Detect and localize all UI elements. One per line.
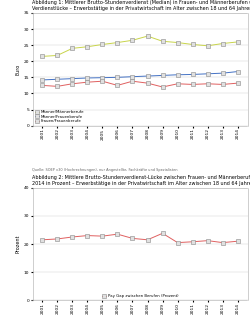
Pay Gap zwischen Berufen (Prozent) (101, 234, 104, 238)
Pay Gap zwischen Berufen (Prozent) (146, 238, 149, 242)
Männer/Männerberufe (56, 54, 59, 57)
Pay Gap zwischen Berufen (Prozent) (206, 239, 209, 243)
Frauen/Frauenberufe (221, 82, 224, 86)
Pay Gap zwischen Berufen (Prozent) (191, 240, 194, 244)
Pay Gap zwischen Berufen (Prozent) (86, 234, 89, 237)
Männer/Männerberufe (101, 43, 104, 47)
Männer/Männerberufe (161, 39, 164, 43)
Frauen/Frauenberufe (86, 80, 89, 84)
Pay Gap zwischen Berufen (Prozent) (176, 241, 179, 245)
Männer/Männerberufe (206, 44, 209, 48)
Pay Gap zwischen Berufen (Prozent) (131, 236, 134, 240)
Männer/Frauenberufe (71, 77, 74, 80)
Männer/Männerberufe (41, 55, 44, 58)
Männer/Männerberufe (71, 47, 74, 50)
Pay Gap zwischen Berufen (Prozent) (41, 238, 44, 242)
Legend: Männer/Männerberufe, Männer/Frauenberufe, Frauen/Frauenberufe: Männer/Männerberufe, Männer/Frauenberufe… (34, 110, 85, 124)
Männer/Männerberufe (146, 34, 149, 38)
Männer/Frauenberufe (116, 75, 119, 79)
Männer/Frauenberufe (161, 73, 164, 77)
Männer/Männerberufe (116, 41, 119, 45)
Männer/Frauenberufe (236, 69, 239, 73)
Männer/Frauenberufe (86, 76, 89, 80)
Männer/Männerberufe (176, 41, 179, 45)
Pay Gap zwischen Berufen (Prozent) (56, 237, 59, 241)
Text: Quelle: SOEP v30 (Hochrechnungen), nur Angestellte, Fachkräfte und Spezialisten: Quelle: SOEP v30 (Hochrechnungen), nur A… (32, 169, 178, 172)
Männer/Frauenberufe (56, 77, 59, 81)
Line: Pay Gap zwischen Berufen (Prozent): Pay Gap zwischen Berufen (Prozent) (40, 232, 239, 245)
Männer/Frauenberufe (41, 78, 44, 82)
Männer/Frauenberufe (191, 72, 194, 76)
Pay Gap zwischen Berufen (Prozent) (221, 241, 224, 245)
Frauen/Frauenberufe (176, 82, 179, 86)
Frauen/Frauenberufe (236, 81, 239, 85)
Pay Gap zwischen Berufen (Prozent) (116, 232, 119, 236)
Frauen/Frauenberufe (71, 82, 74, 86)
Frauen/Frauenberufe (131, 79, 134, 83)
Frauen/Frauenberufe (206, 82, 209, 86)
Pay Gap zwischen Berufen (Prozent) (236, 239, 239, 243)
Text: Abbildung 1: Mittlerer Brutto-Stundenverdienst (Median) in Frauen- und Männerber: Abbildung 1: Mittlerer Brutto-Stundenver… (32, 0, 250, 11)
Pay Gap zwischen Berufen (Prozent) (161, 231, 164, 235)
Line: Frauen/Frauenberufe: Frauen/Frauenberufe (40, 79, 239, 89)
Frauen/Frauenberufe (161, 85, 164, 89)
Männer/Männerberufe (86, 45, 89, 49)
Pay Gap zwischen Berufen (Prozent) (71, 235, 74, 239)
Frauen/Frauenberufe (56, 84, 59, 88)
Männer/Frauenberufe (221, 71, 224, 75)
Y-axis label: Prozent: Prozent (16, 235, 21, 253)
Männer/Frauenberufe (176, 73, 179, 77)
Frauen/Frauenberufe (191, 82, 194, 86)
Männer/Frauenberufe (101, 76, 104, 79)
Frauen/Frauenberufe (101, 79, 104, 83)
Frauen/Frauenberufe (41, 83, 44, 87)
Männer/Männerberufe (131, 38, 134, 42)
Männer/Männerberufe (236, 40, 239, 44)
Männer/Frauenberufe (206, 72, 209, 76)
Frauen/Frauenberufe (146, 81, 149, 85)
Line: Männer/Männerberufe: Männer/Männerberufe (40, 34, 239, 58)
Legend: Pay Gap zwischen Berufen (Prozent): Pay Gap zwischen Berufen (Prozent) (101, 294, 179, 298)
Männer/Frauenberufe (146, 74, 149, 78)
Männer/Frauenberufe (131, 75, 134, 78)
Männer/Männerberufe (191, 43, 194, 47)
Frauen/Frauenberufe (116, 83, 119, 87)
Männer/Männerberufe (221, 42, 224, 46)
Y-axis label: Euro: Euro (16, 64, 20, 75)
Line: Männer/Frauenberufe: Männer/Frauenberufe (40, 70, 239, 82)
Text: Abbildung 2: Mittlere Brutto-Stundenverdienst-Lücke zwischen Frauen- und Männerb: Abbildung 2: Mittlere Brutto-Stundenverd… (32, 175, 250, 186)
